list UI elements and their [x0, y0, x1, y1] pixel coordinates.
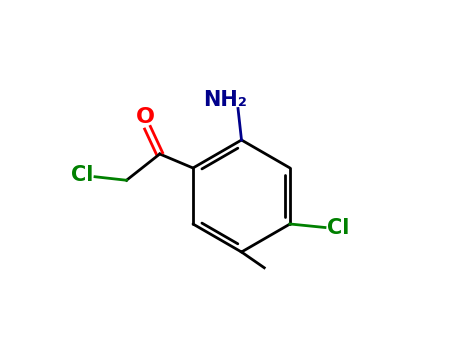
- Text: Cl: Cl: [327, 217, 349, 238]
- Text: O: O: [136, 107, 155, 127]
- Text: Cl: Cl: [71, 165, 93, 185]
- Text: NH₂: NH₂: [203, 90, 247, 110]
